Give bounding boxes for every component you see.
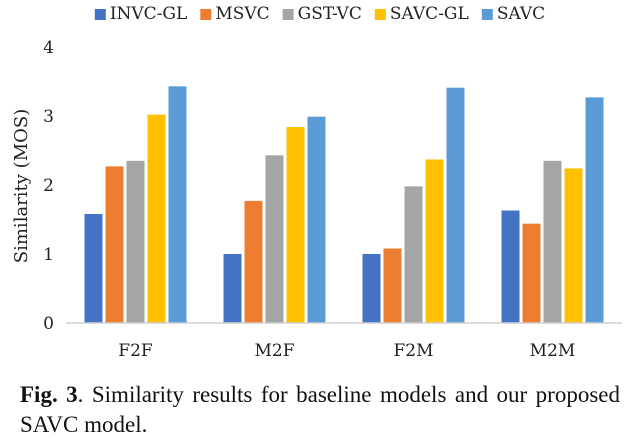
figure-label: Fig. 3 — [20, 382, 78, 407]
legend-label: MSVC — [215, 4, 269, 24]
y-axis-ticks: 0 1 2 3 4 — [43, 38, 54, 334]
bar-msvc-m2f — [244, 200, 263, 323]
bar-gst-vc-m2f — [265, 155, 284, 323]
legend-swatch — [282, 9, 294, 20]
x-tick-label: F2F — [118, 341, 153, 361]
legend-label: SAVC-GL — [390, 4, 469, 24]
bar-msvc-m2m — [522, 223, 541, 323]
bar-msvc-f2m — [383, 248, 402, 323]
caption-text: . Similarity results for baseline models… — [20, 382, 620, 437]
bar-invc-gl-m2m — [501, 210, 520, 323]
bars — [84, 86, 604, 324]
legend-label: SAVC — [497, 4, 545, 24]
bar-savc-gl-f2m — [425, 159, 444, 323]
y-tick-label: 0 — [43, 314, 54, 334]
legend-swatch — [94, 9, 106, 20]
figure-caption: Fig. 3. Similarity results for baseline … — [20, 380, 620, 440]
bar-savc-m2f — [307, 116, 326, 323]
bar-gst-vc-f2f — [126, 160, 145, 323]
bar-savc-f2m — [446, 87, 465, 324]
y-axis-label: Similarity (MOS) — [11, 109, 32, 263]
y-tick-label: 4 — [43, 38, 54, 58]
bar-savc-gl-f2f — [147, 114, 166, 324]
bar-savc-f2f — [168, 86, 187, 323]
y-tick-label: 3 — [43, 107, 54, 127]
legend-swatch — [374, 9, 386, 20]
legend-item-savc: SAVC — [481, 4, 545, 24]
bar-invc-gl-m2f — [223, 254, 242, 323]
y-tick-label: 2 — [43, 176, 54, 196]
legend-swatch — [481, 9, 493, 20]
y-tick-label: 1 — [43, 245, 54, 265]
legend-item-msvc: MSVC — [200, 4, 270, 24]
bar-savc-gl-m2m — [564, 168, 583, 323]
x-tick-label: F2M — [393, 341, 433, 361]
legend-item-invc-gl: INVC-GL — [94, 4, 188, 24]
x-tick-label: M2M — [530, 341, 576, 361]
x-axis-ticks: F2F M2F F2M M2M — [118, 341, 575, 361]
similarity-bar-chart: INVC-GL MSVC GST-VC SAVC-GL SAVC Similarity … — [11, 4, 622, 361]
bar-msvc-f2f — [105, 166, 124, 323]
bar-invc-gl-f2m — [362, 254, 381, 323]
bar-gst-vc-m2m — [543, 160, 562, 323]
bar-savc-gl-m2f — [286, 127, 305, 323]
legend-swatch — [200, 9, 212, 20]
legend-item-gst-vc: GST-VC — [282, 4, 362, 24]
bar-gst-vc-f2m — [404, 186, 423, 323]
legend-label: GST-VC — [298, 4, 362, 24]
legend-label: INVC-GL — [110, 4, 188, 24]
x-tick-label: M2F — [254, 341, 294, 361]
legend: INVC-GL MSVC GST-VC SAVC-GL SAVC — [94, 4, 545, 24]
bar-savc-m2m — [585, 97, 604, 324]
bar-invc-gl-f2f — [84, 213, 103, 323]
legend-item-savc-gl: SAVC-GL — [374, 4, 469, 24]
